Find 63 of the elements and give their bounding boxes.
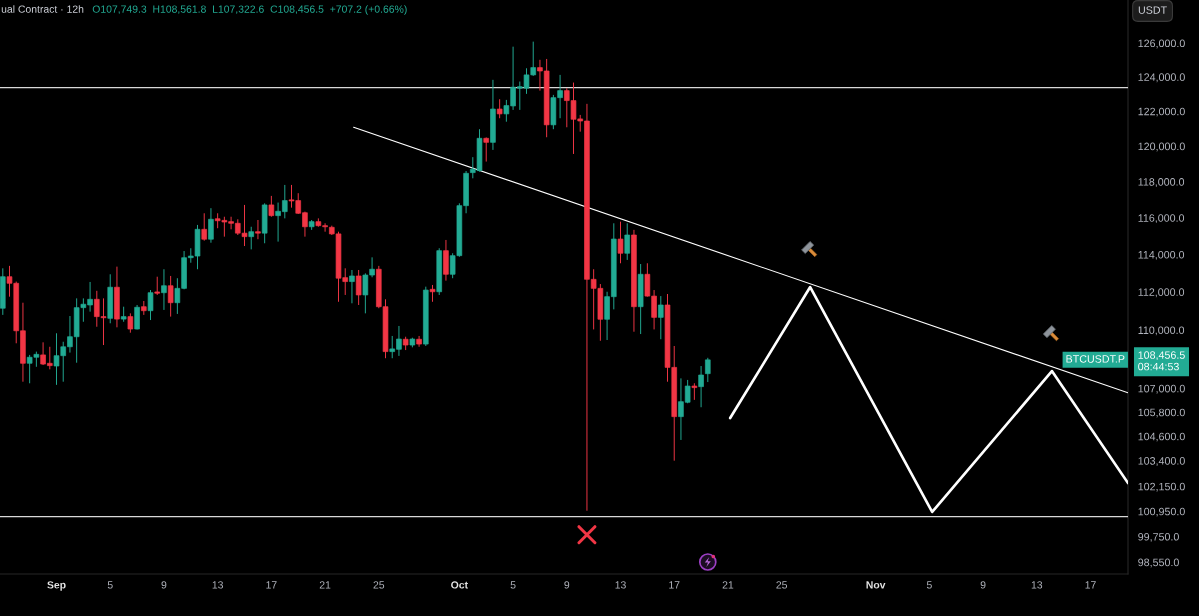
- candlestick: [658, 295, 664, 340]
- candlestick: [127, 312, 134, 334]
- y-tick-label: 98,550.0: [1138, 558, 1179, 568]
- y-tick-label: 114,000.0: [1138, 250, 1185, 260]
- y-tick-label: 102,150.0: [1138, 482, 1185, 492]
- candlestick: [201, 212, 207, 242]
- candlestick: [483, 136, 489, 163]
- candlestick: [255, 219, 261, 240]
- x-tick-label: 13: [615, 581, 626, 589]
- x-tick-label: 25: [373, 581, 385, 589]
- x-tick-label: 9: [161, 581, 167, 589]
- y-tick-label: 118,000.0: [1138, 178, 1185, 187]
- y-axis-title: USDT: [1138, 6, 1167, 14]
- x-tick-label: 17: [266, 581, 277, 589]
- candlestick: [248, 226, 254, 250]
- chart-title: ual Contract · 12h: [1, 5, 84, 13]
- x-tick-label: Sep: [47, 581, 66, 591]
- x-tick-label: 17: [1085, 581, 1096, 589]
- y-tick-label: 116,000.0: [1138, 214, 1185, 224]
- y-tick-label: 124,000.0: [1138, 73, 1185, 83]
- y-tick-label: 122,000.0: [1138, 107, 1185, 117]
- y-tick-label: 107,000.0: [1138, 384, 1185, 394]
- annotation: BTCUSDT.P: [1066, 355, 1125, 363]
- candlestick: [496, 98, 503, 119]
- x-tick-label: 13: [212, 581, 223, 589]
- candlestick: [167, 275, 174, 318]
- candlestick: [443, 239, 449, 282]
- x-tick-label: 25: [776, 581, 788, 589]
- candlestick: [355, 269, 362, 306]
- y-tick-label: 112,000.0: [1138, 288, 1185, 298]
- x-tick-label: 21: [722, 581, 734, 589]
- candlestick: [698, 365, 704, 408]
- candlestick: [147, 289, 154, 321]
- candlestick: [208, 207, 214, 244]
- y-tick-label: 108,456.5 08:44:53: [1138, 351, 1185, 371]
- y-tick-label: 120,000.0: [1138, 142, 1185, 152]
- y-tick-label: 105,800.0: [1138, 408, 1185, 418]
- candlestick: [161, 268, 167, 311]
- y-tick-label: 110,000.0: [1138, 326, 1185, 336]
- y-tick-label: 126,000.0: [1138, 39, 1185, 49]
- x-tick-label: Oct: [451, 581, 468, 589]
- y-tick-label: 99,750.0: [1138, 533, 1179, 542]
- x-tick-label: 21: [319, 581, 331, 589]
- candlestick: [416, 335, 422, 348]
- candlestick: [617, 221, 624, 264]
- y-tick-label: 104,600.0: [1138, 432, 1185, 442]
- y-tick-label: 103,400.0: [1138, 457, 1185, 466]
- x-tick-label: 13: [1031, 581, 1043, 589]
- y-tick-label: 100,950.0: [1138, 507, 1185, 517]
- candlestick: [268, 195, 275, 218]
- x-tick-label: 17: [669, 581, 680, 589]
- x-tick-label: 5: [510, 581, 516, 589]
- x-tick-label: 9: [980, 581, 986, 589]
- candlestick: [349, 269, 355, 304]
- candlestick: [134, 304, 140, 330]
- x-tick-label: 5: [926, 581, 932, 589]
- x-tick-label: 9: [564, 581, 570, 589]
- candlestick: [705, 357, 711, 383]
- x-tick-label: Nov: [866, 581, 886, 589]
- candlestick: [154, 276, 160, 296]
- candlestick: [624, 222, 630, 261]
- chart-subtitle: O107,749.3 H108,561.8 L107,322.6 C108,456.5 +707.2 (+0.66%): [92, 5, 407, 15]
- x-tick-label: 5: [107, 581, 113, 589]
